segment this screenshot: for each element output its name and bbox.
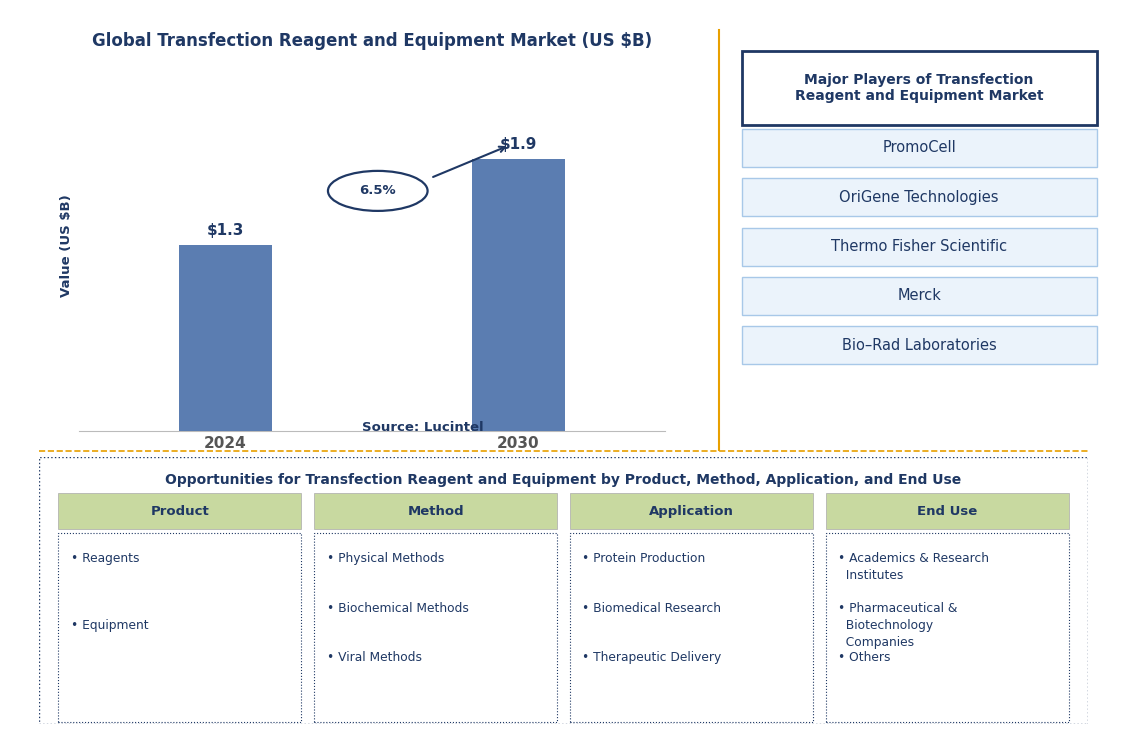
Text: $1.9: $1.9 (499, 137, 538, 152)
Text: • Biochemical Methods: • Biochemical Methods (327, 602, 469, 614)
Text: End Use: End Use (917, 504, 977, 518)
FancyBboxPatch shape (826, 533, 1068, 721)
Text: Opportunities for Transfection Reagent and Equipment by Product, Method, Applica: Opportunities for Transfection Reagent a… (166, 473, 961, 487)
Text: Major Players of Transfection
Reagent and Equipment Market: Major Players of Transfection Reagent an… (795, 73, 1044, 103)
Bar (471, 160, 566, 431)
Text: Merck: Merck (897, 288, 941, 303)
Text: Source: Lucintel: Source: Lucintel (362, 421, 483, 434)
FancyBboxPatch shape (742, 178, 1097, 216)
Text: • Academics & Research
  Institutes: • Academics & Research Institutes (838, 552, 990, 582)
FancyBboxPatch shape (570, 533, 813, 721)
Text: 6.5%: 6.5% (360, 184, 396, 198)
Text: • Protein Production: • Protein Production (583, 552, 706, 565)
Text: $1.3: $1.3 (206, 223, 245, 238)
Text: • Reagents: • Reagents (71, 552, 140, 565)
Y-axis label: Value (US $B): Value (US $B) (61, 194, 73, 296)
FancyBboxPatch shape (742, 227, 1097, 266)
Text: • Biomedical Research: • Biomedical Research (583, 602, 721, 614)
Bar (178, 245, 273, 431)
FancyBboxPatch shape (742, 51, 1097, 125)
FancyBboxPatch shape (826, 493, 1068, 529)
FancyBboxPatch shape (570, 493, 813, 529)
FancyBboxPatch shape (314, 493, 557, 529)
Text: OriGene Technologies: OriGene Technologies (840, 189, 999, 205)
Text: • Viral Methods: • Viral Methods (327, 651, 421, 664)
Text: Method: Method (407, 504, 464, 518)
FancyBboxPatch shape (742, 277, 1097, 315)
Text: • Therapeutic Delivery: • Therapeutic Delivery (583, 651, 721, 664)
Title: Global Transfection Reagent and Equipment Market (US $B): Global Transfection Reagent and Equipmen… (91, 31, 653, 50)
Text: • Equipment: • Equipment (71, 619, 149, 632)
FancyBboxPatch shape (314, 533, 557, 721)
FancyBboxPatch shape (742, 326, 1097, 364)
Text: PromoCell: PromoCell (882, 140, 956, 155)
Text: • Others: • Others (838, 651, 890, 664)
Text: Thermo Fisher Scientific: Thermo Fisher Scientific (831, 239, 1008, 254)
FancyBboxPatch shape (742, 129, 1097, 167)
FancyBboxPatch shape (59, 493, 301, 529)
Text: Product: Product (151, 504, 210, 518)
Text: Application: Application (649, 504, 734, 518)
FancyBboxPatch shape (59, 533, 301, 721)
Text: • Pharmaceutical &
  Biotechnology
  Companies: • Pharmaceutical & Biotechnology Compani… (838, 602, 958, 649)
Text: • Physical Methods: • Physical Methods (327, 552, 444, 565)
Text: Bio–Rad Laboratories: Bio–Rad Laboratories (842, 338, 996, 353)
